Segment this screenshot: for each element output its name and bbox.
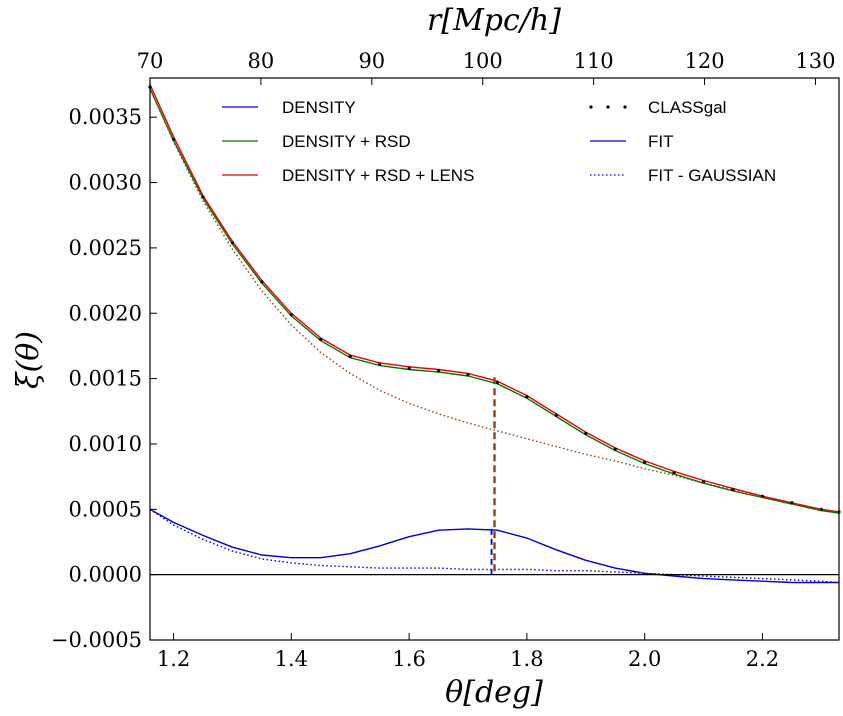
x-tick-label-4: 2.0	[628, 647, 661, 671]
series-point-classgal-signal-15	[584, 431, 588, 436]
series-point-classgal-signal-17	[643, 460, 647, 464]
x-tick-label-0: 1.2	[157, 647, 190, 671]
ticks-layer: 1.2 1.4 1.6 1.8 2.0 2.2 −0.0005 0.0000 0.0005 0.0…	[51, 49, 836, 671]
series-point-classgal-signal-8	[378, 362, 382, 366]
legend-label-fit-gaussian: FIT - GAUSSIAN	[648, 166, 776, 185]
series-point-classgal-signal-14	[554, 413, 558, 417]
plot-frame	[149, 77, 840, 641]
x-tick-label-5: 2.2	[746, 647, 779, 671]
legend: DENSITY DENSITY + RSD DENSITY + RSD + LE…	[222, 98, 776, 185]
y-tick-label-1: 0.0000	[69, 563, 142, 587]
top-tick-label-0: 70	[137, 49, 164, 73]
y-tick-label-6: 0.0025	[69, 236, 142, 260]
legend-swatch-classgal-dot-3	[623, 105, 627, 109]
legend-label-density-rsd: DENSITY + RSD	[282, 132, 411, 151]
legend-swatch-classgal-dot-1	[589, 105, 593, 109]
series-point-classgal-signal-11	[466, 373, 470, 377]
series-point-classgal-signal-13	[525, 395, 529, 399]
top-tick-label-6: 130	[795, 49, 835, 73]
x-tick-label-2: 1.6	[392, 647, 425, 671]
series-point-classgal-signal-3	[230, 241, 235, 245]
x-tick-label-1: 1.4	[275, 647, 308, 671]
series-point-classgal-signal-12	[495, 380, 500, 385]
top-tick-label-5: 120	[684, 49, 724, 73]
series-point-classgal-signal-16	[613, 447, 617, 451]
top-tick-label-2: 90	[358, 49, 385, 73]
peak-marker-layer	[490, 377, 496, 575]
legend-label-density-rsd-lens: DENSITY + RSD + LENS	[282, 166, 474, 185]
top-axis-title: r[Mpc/h]	[427, 3, 561, 38]
x-tick-label-3: 1.8	[510, 647, 543, 671]
y-tick-label-4: 0.0015	[69, 367, 142, 391]
top-tick-label-3: 100	[463, 49, 503, 73]
legend-label-classgal: CLASSgal	[648, 98, 726, 117]
series-point-classgal-signal-18	[672, 471, 676, 475]
x-axis-title: θ[deg]	[445, 675, 543, 710]
y-tick-label-3: 0.0010	[69, 432, 142, 456]
series-point-classgal-signal-20	[731, 488, 735, 492]
series-line-density	[149, 508, 839, 584]
y-axis-title: ξ(θ)	[11, 331, 46, 389]
y-tick-label-2: 0.0005	[69, 497, 142, 521]
series-point-classgal-signal-6	[319, 337, 323, 341]
series-point-classgal-signal-7	[348, 354, 352, 358]
top-tick-label-4: 110	[574, 49, 614, 73]
y-tick-label-5: 0.0020	[69, 301, 142, 325]
legend-swatch-classgal-dot-2	[606, 105, 610, 109]
top-tick-label-1: 80	[248, 49, 275, 73]
y-tick-label-0: −0.0005	[51, 628, 142, 652]
series-point-classgal-signal-4	[260, 280, 264, 284]
series-point-classgal-signal-10	[436, 369, 441, 373]
series-layer	[148, 84, 841, 584]
series-point-classgal-signal-5	[289, 312, 293, 317]
series-point-classgal-signal-9	[407, 366, 411, 370]
y-tick-label-8: 0.0035	[69, 105, 142, 129]
series-line-fit-gaussian-signal	[149, 88, 840, 513]
legend-label-fit: FIT	[648, 132, 674, 151]
y-tick-label-7: 0.0030	[69, 171, 142, 195]
legend-label-density: DENSITY	[282, 98, 356, 117]
